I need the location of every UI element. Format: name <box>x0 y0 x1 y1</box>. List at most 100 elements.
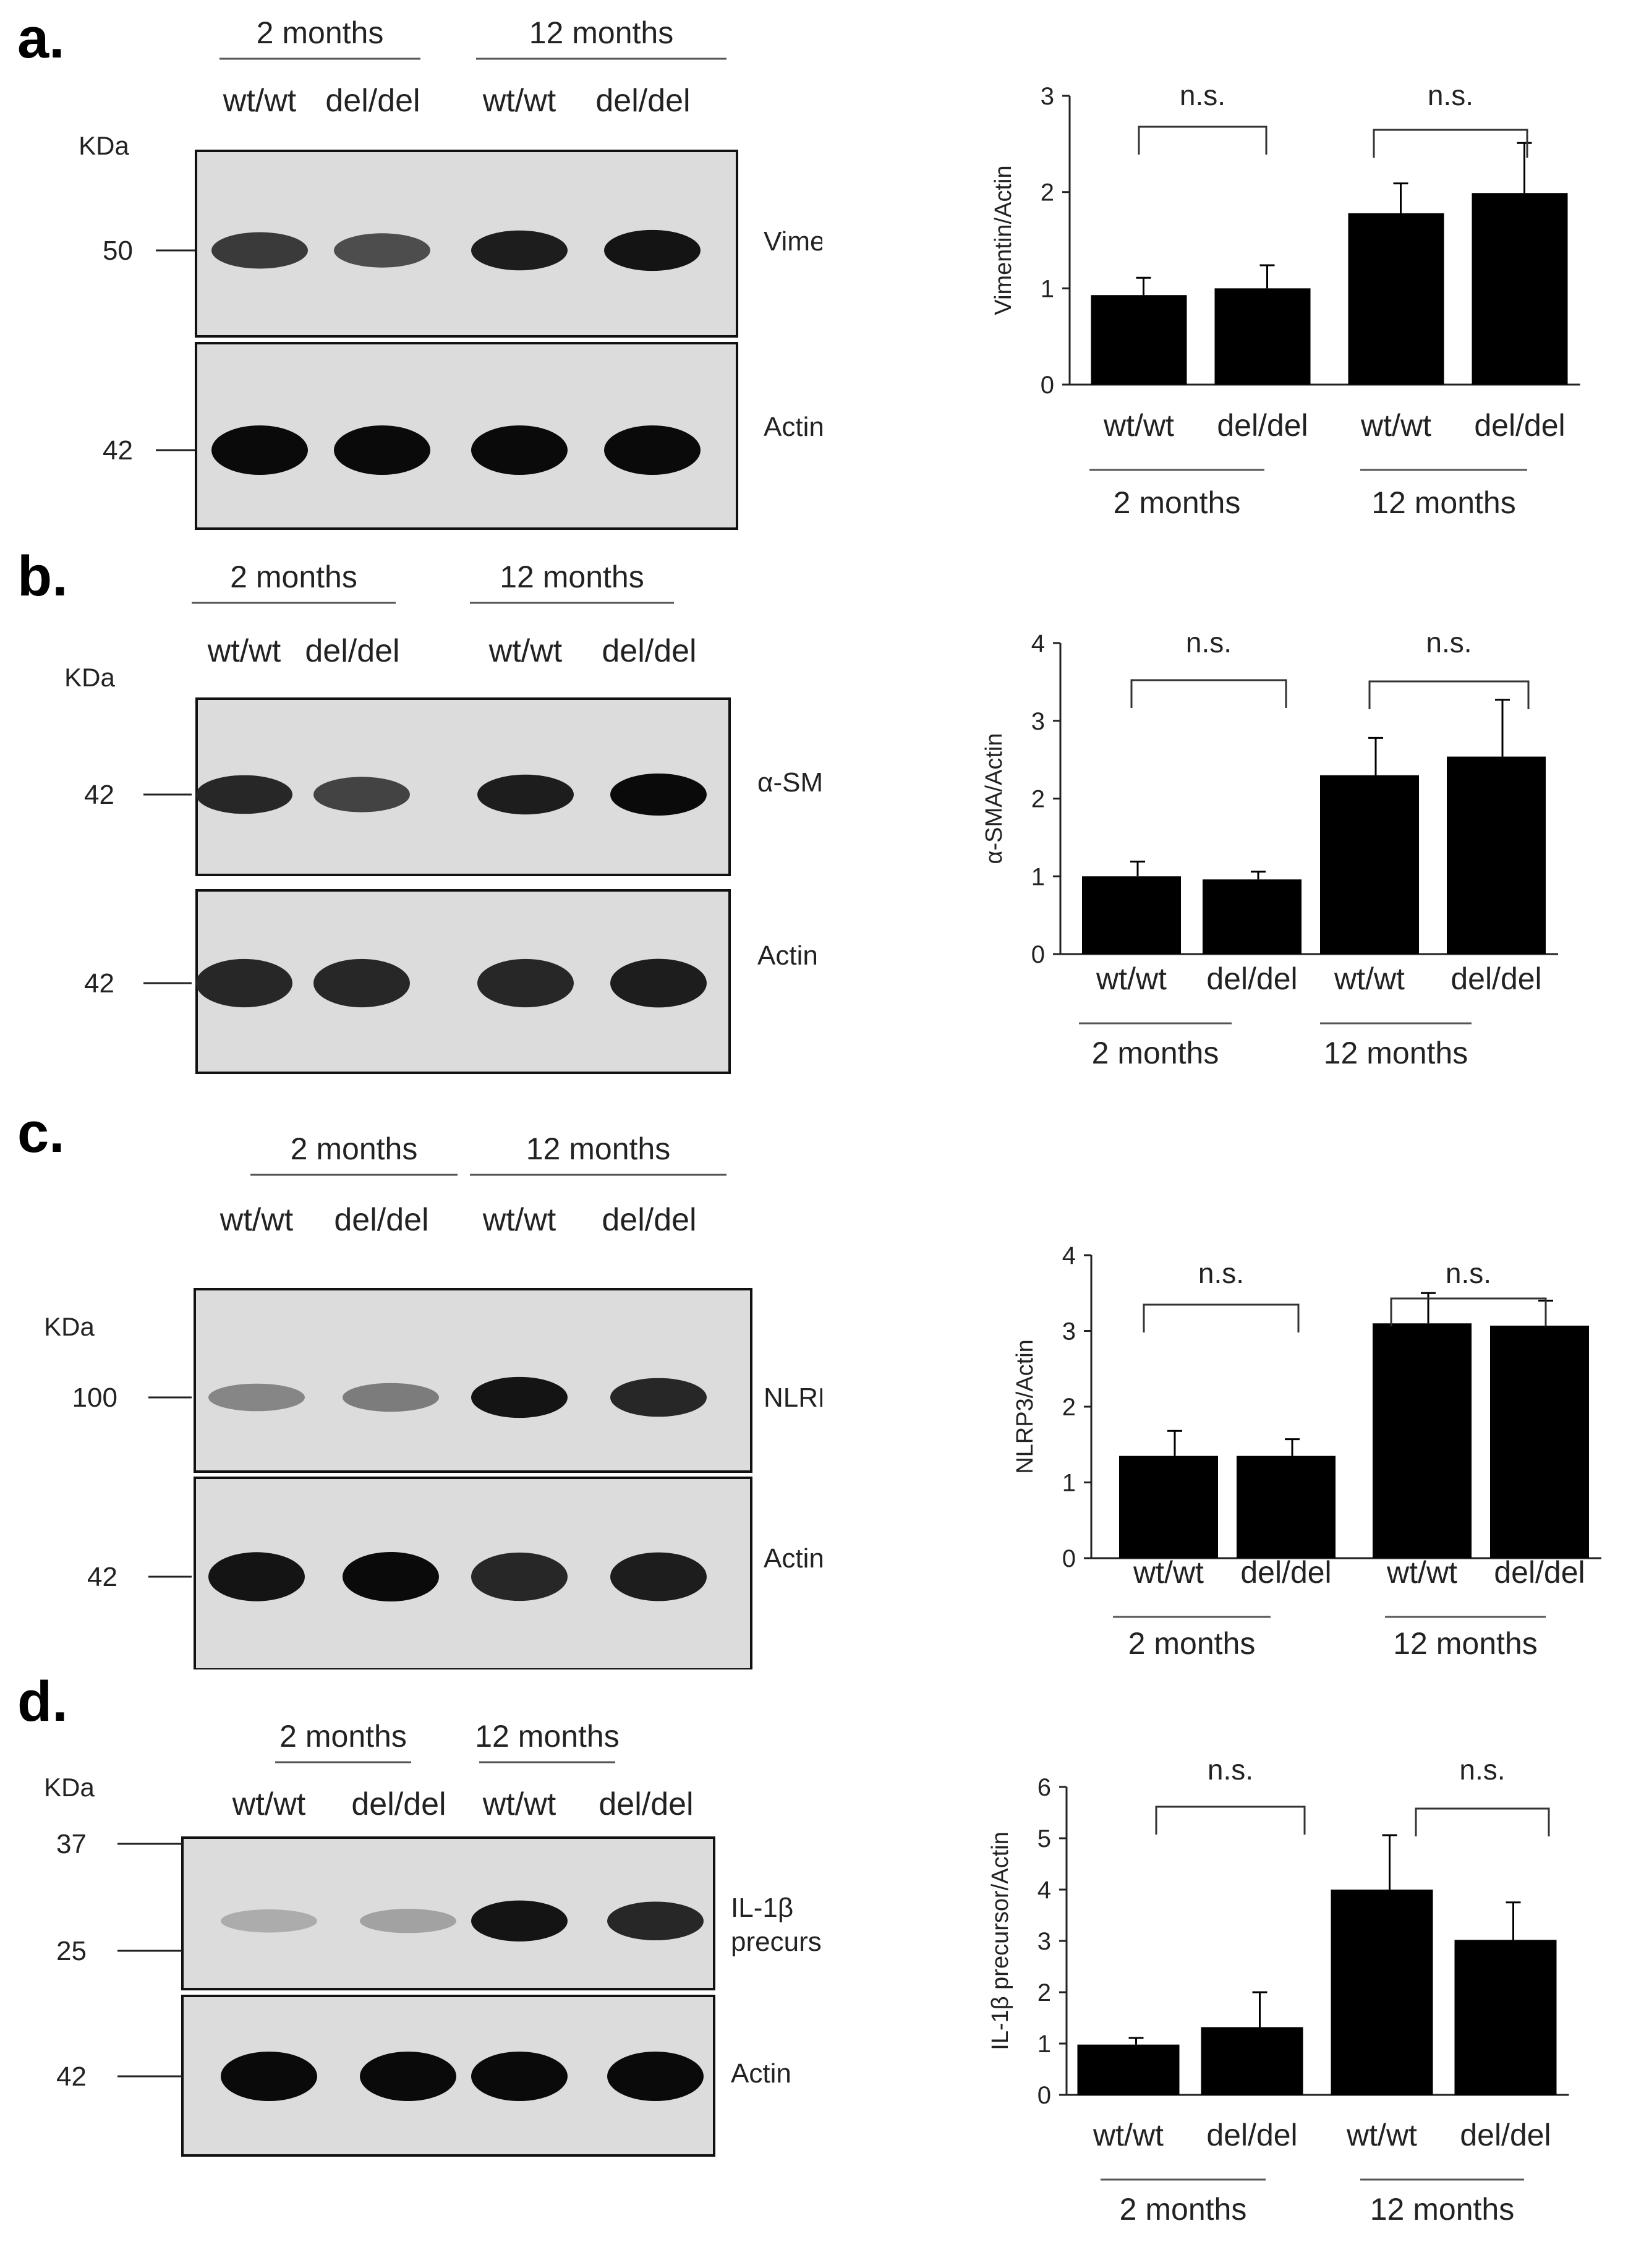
category-label: wt/wt <box>1103 408 1174 443</box>
significance-label: n.s. <box>1459 1754 1505 1786</box>
significance-bracket <box>1155 1805 1306 1835</box>
bar <box>1082 876 1181 954</box>
blot-band <box>607 1901 704 1941</box>
y-tick-label: 3 <box>1037 1928 1051 1955</box>
blot-band <box>607 2052 704 2101</box>
y-tick-label: 3 <box>1041 83 1054 110</box>
blot-label: Actin <box>764 1543 822 1574</box>
y-axis-label: Vimentin/Actin <box>991 165 1016 315</box>
group-label: 12 months <box>526 1132 670 1166</box>
bar <box>1077 2044 1180 2095</box>
marker-label: 37 <box>56 1829 87 1859</box>
blot-band <box>334 233 430 268</box>
category-label: del/del <box>1217 408 1308 443</box>
bar <box>1091 295 1187 385</box>
blot-band <box>211 425 308 475</box>
blot-band <box>604 229 701 271</box>
significance-label: n.s. <box>1186 626 1232 659</box>
bar <box>1447 756 1546 954</box>
lane-label: wt/wt <box>232 1786 306 1822</box>
y-tick-label: 4 <box>1037 1877 1051 1904</box>
kda-label: KDa <box>44 1312 95 1341</box>
panel-c: c. 2 months 12 months wt/wt del/del wt/wt del… <box>0 1101 1636 1669</box>
category-label: del/del <box>1474 408 1565 443</box>
significance-label: n.s. <box>1180 79 1225 111</box>
significance-bracket <box>1390 1297 1547 1326</box>
blot-band <box>360 1909 456 1933</box>
y-tick-label: 0 <box>1041 372 1054 399</box>
bar <box>1119 1456 1218 1558</box>
y-axis-label: α-SMA/Actin <box>981 733 1007 864</box>
blot-band <box>343 1383 439 1412</box>
lane-label: wt/wt <box>482 83 556 119</box>
lane-label: wt/wt <box>488 633 563 669</box>
blot-band <box>334 425 430 475</box>
bar <box>1472 193 1568 385</box>
category-label: wt/wt <box>1360 408 1431 443</box>
marker-label: 50 <box>103 236 133 266</box>
blot-band <box>343 1552 439 1601</box>
blot-band <box>360 2052 456 2101</box>
marker-label: 100 <box>72 1383 117 1413</box>
significance-bracket <box>1138 126 1267 155</box>
group-label: 2 months <box>1092 1036 1219 1070</box>
bar-chart: 0 1 2 3 4 5 6 IL-1β precursor/Actin wt/wt del/del… <box>987 1754 1569 2227</box>
lane-label: del/del <box>305 633 399 669</box>
category-label: del/del <box>1494 1555 1585 1590</box>
bar-chart: 0 1 2 3 Vimentin/Actin wt/wt del/del wt/wt del/d… <box>991 79 1580 520</box>
y-tick-label: 0 <box>1031 941 1045 968</box>
bar-chart: 0 1 2 3 4 NLRP3/Actin wt/wt del/del wt/wt del/del… <box>1012 1242 1601 1661</box>
y-tick-label: 2 <box>1037 1979 1051 2006</box>
bar <box>1214 288 1311 385</box>
blot-band <box>313 777 410 812</box>
group-label: 2 months <box>257 15 384 50</box>
category-label: del/del <box>1460 2118 1551 2152</box>
western-blot: 2 months 12 months wt/wt del/del wt/wt del/de… <box>79 15 822 530</box>
blot-band <box>471 1900 568 1942</box>
bar-chart: 0 1 2 3 4 α-SMA/Actin wt/wt del/del wt/wt del/del… <box>981 626 1558 1070</box>
blot-band <box>208 1383 305 1412</box>
blot-band <box>471 425 568 475</box>
blot-band <box>221 1909 317 1933</box>
y-tick-label: 1 <box>1037 2031 1051 2058</box>
western-blot: 2 months 12 months wt/wt del/del wt/wt del/de… <box>44 1719 822 2157</box>
y-tick-label: 3 <box>1062 1318 1076 1345</box>
group-label: 2 months <box>1120 2192 1247 2227</box>
y-tick-label: 6 <box>1037 1774 1051 1801</box>
significance-bracket <box>1143 1303 1300 1332</box>
category-label: del/del <box>1240 1555 1331 1590</box>
blot-band <box>471 2052 568 2101</box>
significance-bracket <box>1415 1807 1550 1836</box>
blot-band <box>471 1552 568 1601</box>
significance-label: n.s. <box>1426 626 1472 659</box>
significance-bracket <box>1130 679 1287 708</box>
y-tick-label: 2 <box>1031 786 1045 813</box>
blot-band <box>604 425 701 475</box>
y-tick-label: 4 <box>1031 630 1045 657</box>
group-label: 12 months <box>1393 1626 1537 1661</box>
bar <box>1373 1323 1472 1558</box>
lane-label: del/del <box>334 1202 428 1238</box>
lane-label: wt/wt <box>207 633 281 669</box>
panel-letter: a. <box>17 7 65 70</box>
significance-bracket <box>1368 680 1530 709</box>
blot-band <box>313 958 410 1008</box>
y-axis-label: NLRP3/Actin <box>1012 1339 1038 1474</box>
panel-a: a. 2 months 12 months wt/wt del/del wt/wt del… <box>0 0 1636 544</box>
lane-label: wt/wt <box>482 1202 556 1238</box>
category-label: del/del <box>1206 2118 1297 2152</box>
bar <box>1201 2027 1303 2095</box>
western-blot: 2 months 12 months wt/wt del/del wt/wt del/de… <box>44 1132 822 1669</box>
blot-band <box>477 958 574 1008</box>
blot-label: Actin <box>764 412 822 442</box>
blot-band <box>477 774 574 815</box>
panel-letter: d. <box>17 1670 68 1733</box>
group-label: 12 months <box>529 15 673 50</box>
significance-bracket <box>1373 129 1528 158</box>
blot-label: NLRP3 <box>764 1383 822 1413</box>
marker-label: 42 <box>87 1562 117 1592</box>
blot-label: IL-1β <box>731 1893 793 1923</box>
group-label: 12 months <box>1324 1036 1468 1070</box>
category-label: del/del <box>1206 961 1297 996</box>
marker-label: 25 <box>56 1936 87 1966</box>
